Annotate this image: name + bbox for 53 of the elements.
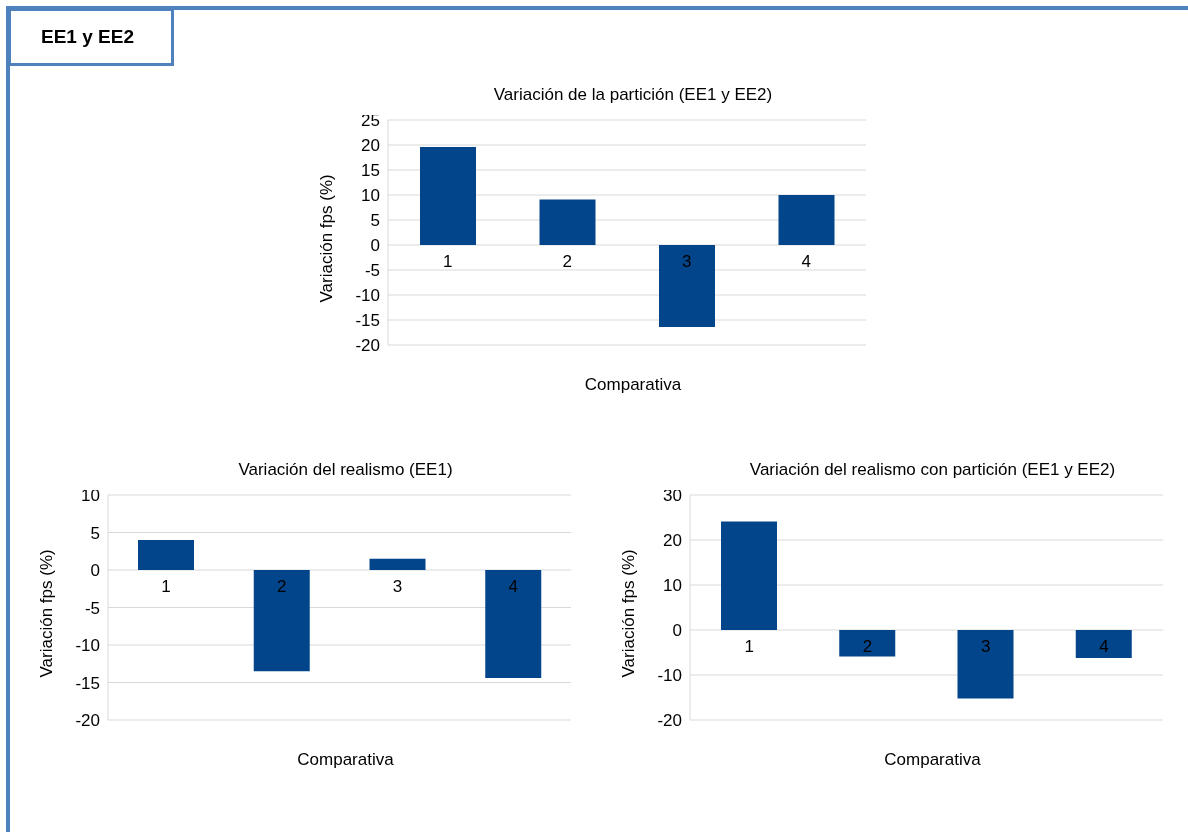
y-tick-label: 5 [90, 523, 100, 543]
x-tick-label: 1 [443, 252, 453, 271]
chart-title: Variación del realismo (EE1) [238, 460, 453, 479]
text: EE1 y EE2 [8, 8, 174, 66]
bar [369, 558, 426, 570]
y-tick-label: -10 [75, 636, 100, 656]
x-tick-label: 3 [980, 637, 991, 656]
y-tick-label: 5 [370, 211, 380, 231]
y-tick-label: -10 [657, 666, 682, 686]
y-tick-label: 10 [81, 486, 100, 506]
bar [420, 147, 476, 245]
y-axis-title: Variación fps (%) [317, 174, 337, 303]
x-tick-label: 1 [744, 637, 754, 656]
bar [138, 540, 194, 570]
y-tick-label: -15 [355, 311, 380, 331]
chart-title: Variación del realismo con partición (EE1 y EE2) [749, 460, 1116, 479]
chart-title: Variación de la partición (EE1 y EE2) [493, 85, 773, 104]
y-tick-label: 15 [361, 161, 380, 181]
bar [659, 245, 715, 327]
x-tick-label: 4 [801, 252, 811, 271]
y-tick-label: -10 [355, 286, 380, 306]
y-tick-label: 0 [370, 236, 380, 256]
y-tick-label: 20 [663, 531, 682, 551]
x-tick-label: 2 [862, 637, 873, 656]
x-tick-label: 3 [392, 577, 403, 596]
y-tick-label: 30 [663, 486, 682, 506]
y-tick-label: 0 [90, 561, 100, 581]
y-axis-title: Variación fps (%) [619, 549, 639, 678]
x-tick-label: 4 [508, 577, 518, 596]
y-tick-label: 20 [361, 136, 380, 156]
bar [253, 570, 310, 672]
bar [539, 199, 596, 245]
bar [778, 195, 835, 245]
x-tick-label: 1 [161, 577, 171, 596]
x-axis-title: Comparativa [583, 375, 683, 395]
y-tick-label: 25 [361, 111, 380, 131]
x-axis-title: Comparativa [296, 750, 395, 770]
y-tick-label: 0 [672, 621, 682, 641]
y-tick-label: -20 [657, 711, 682, 731]
bar [485, 570, 542, 678]
y-tick-label: -5 [364, 261, 380, 281]
y-tick-label: -20 [355, 336, 380, 356]
y-tick-label: -5 [84, 598, 100, 618]
y-axis-title: Variación fps (%) [37, 549, 57, 678]
x-tick-label: 2 [276, 577, 287, 596]
y-tick-label: -15 [75, 673, 100, 693]
x-axis-title: Comparativa [883, 750, 982, 770]
x-tick-label: 3 [682, 252, 692, 271]
y-tick-label: 10 [361, 186, 380, 206]
x-tick-label: 4 [1099, 637, 1109, 656]
y-tick-label: -20 [75, 711, 100, 731]
x-tick-label: 2 [562, 252, 572, 271]
y-tick-label: 10 [663, 576, 682, 596]
